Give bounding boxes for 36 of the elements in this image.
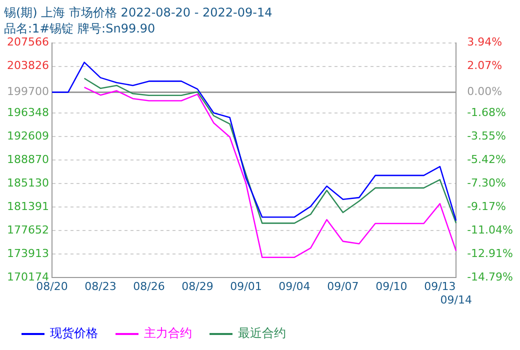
chart-subtitle: 品名:1#锡锭 牌号:Sn99.90 — [4, 22, 156, 36]
y-tick-label: 177652 — [6, 224, 49, 236]
legend-label: 最近合约 — [238, 326, 286, 340]
legend-label: 现货价格 — [50, 326, 98, 340]
x-tick-label: 09/07 — [327, 280, 359, 294]
y-tick-label: 203826 — [6, 59, 49, 72]
x-tick-label: 08/26 — [133, 280, 165, 294]
y-tick-label: 199700 — [6, 85, 49, 98]
y-tick-label: 207566 — [6, 36, 49, 49]
x-tick-label: 09/14 — [440, 293, 472, 306]
y2-tick-label: -5.42% — [467, 152, 506, 166]
x-tick-label: 09/04 — [278, 280, 310, 294]
y-tick-label: 185130 — [6, 176, 49, 190]
x-tick-label: 08/29 — [182, 280, 214, 294]
chart-title: 锡(期) 上海 市场价格 2022-08-20 - 2022-09-14 — [3, 5, 272, 20]
y2-tick-label: -9.17% — [467, 200, 506, 214]
y2-tick-label: 2.07% — [467, 59, 502, 72]
y2-tick-label: -1.68% — [467, 106, 506, 120]
y-tick-label: 192609 — [6, 130, 49, 143]
y2-tick-label: -3.55% — [467, 130, 506, 143]
x-tick-label: 09/13 — [424, 280, 456, 294]
y2-tick-label: -11.04% — [467, 223, 514, 236]
y2-tick-label: -12.91% — [467, 246, 514, 260]
y2-tick-label: -7.30% — [467, 176, 506, 190]
y-tick-label: 188870 — [6, 153, 49, 166]
y-tick-label: 173913 — [6, 246, 49, 260]
x-tick-label: 08/23 — [84, 280, 116, 294]
x-tick-label: 09/01 — [230, 280, 262, 294]
x-tick-label: 08/20 — [36, 280, 68, 294]
legend-label: 主力合约 — [144, 326, 192, 340]
y-tick-label: 196348 — [6, 106, 49, 120]
y2-tick-label: 0.00% — [467, 85, 502, 98]
x-tick-label: 09/10 — [376, 280, 408, 294]
y2-tick-label: -14.79% — [467, 270, 514, 284]
y2-tick-label: 3.94% — [467, 36, 502, 49]
y-tick-label: 181391 — [6, 200, 49, 214]
